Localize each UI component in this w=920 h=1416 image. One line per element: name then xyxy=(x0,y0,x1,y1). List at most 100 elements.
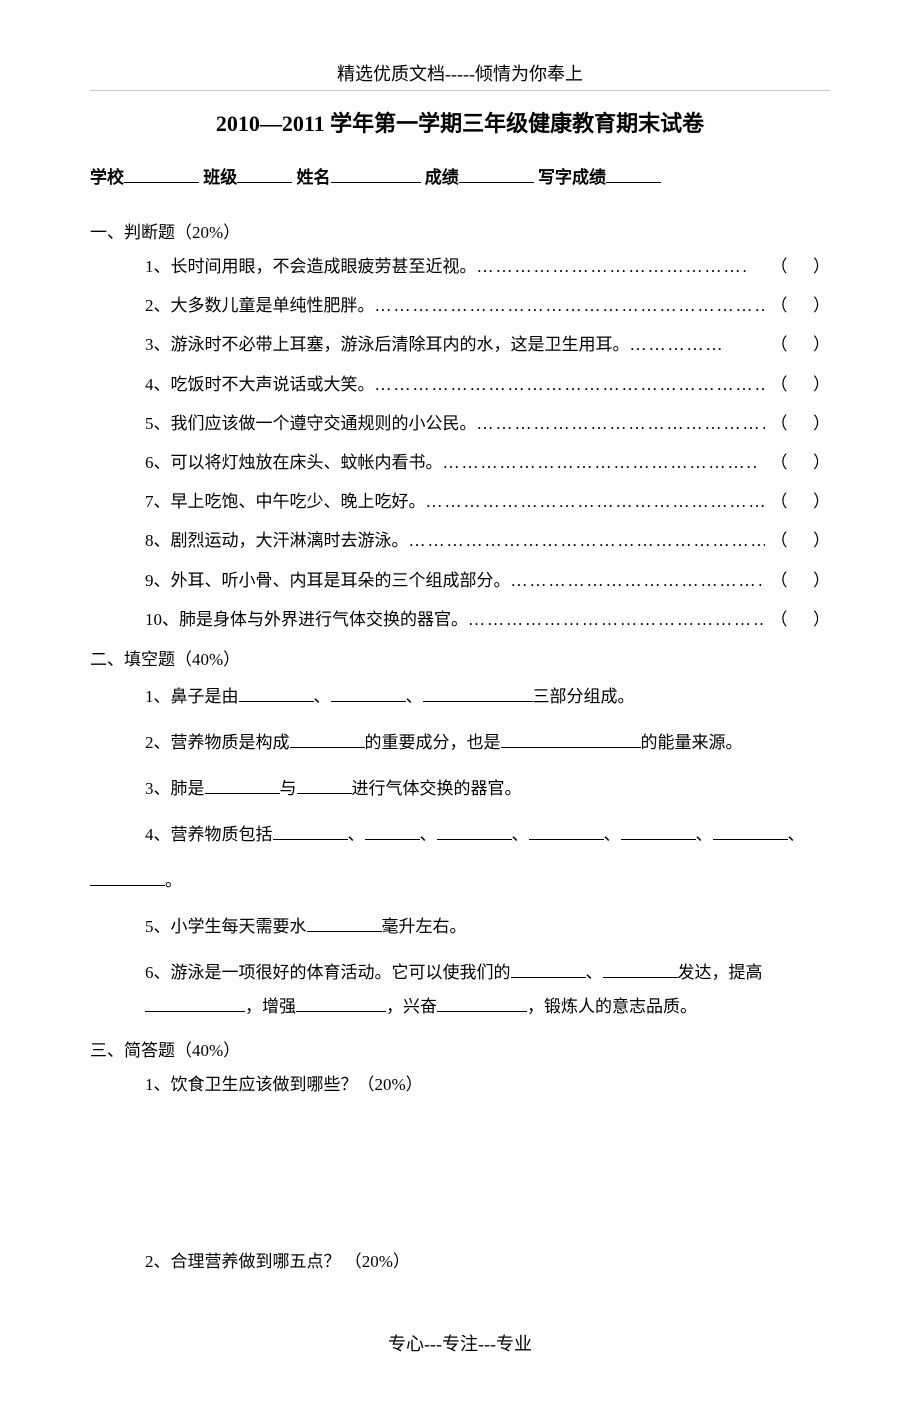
fill-q3: 3、肺是与进行气体交换的器官。 xyxy=(145,772,830,806)
judge-q4: 4、吃饭时不大声说话或大笑。 ………………………………………………………….. … xyxy=(145,371,830,398)
fill-q6-mid3: ，增强 xyxy=(245,997,296,1016)
fill-q4-suffix: 。 xyxy=(165,871,182,890)
fill-q5-prefix: 5、小学生每天需要水 xyxy=(145,917,307,936)
fill-q4-continuation: 。 xyxy=(90,864,830,898)
short-q1: 1、饮食卫生应该做到哪些？（20%） xyxy=(145,1071,830,1098)
sep: 、 xyxy=(512,825,529,844)
blank xyxy=(423,685,533,702)
blank xyxy=(603,961,678,978)
paren: （ ） xyxy=(765,488,831,515)
judge-q4-text: 4、吃饭时不大声说话或大笑。 xyxy=(145,371,375,398)
fill-q1: 1、鼻子是由 、 、 三部分组成。 xyxy=(145,680,830,714)
label-name: 姓名 xyxy=(297,168,331,187)
fill-q6-mid4: ，兴奋 xyxy=(386,997,437,1016)
blank xyxy=(90,869,165,886)
judge-q9-text: 9、外耳、听小骨、内耳是耳朵的三个组成部分。 xyxy=(145,567,511,594)
blank xyxy=(501,731,641,748)
blank xyxy=(437,995,527,1012)
section-short-heading: 三、简答题（40%） xyxy=(90,1036,830,1061)
sep: 、 xyxy=(314,687,331,706)
judge-q8: 8、剧烈运动，大汗淋漓时去游泳。 …………………………………………………. （ … xyxy=(145,527,830,554)
blank-name xyxy=(331,166,421,183)
fill-q2: 2、营养物质是构成 的重要成分，也是 的能量来源。 xyxy=(145,726,830,760)
sep: 、 xyxy=(406,687,423,706)
paren: （ ） xyxy=(765,371,831,398)
info-line: 学校 班级 姓名 成绩 写字成绩 xyxy=(90,163,830,188)
fill-q1-prefix: 1、鼻子是由 xyxy=(145,687,239,706)
header-underline xyxy=(90,90,830,91)
sep: 、 xyxy=(348,825,365,844)
dots: ………………………………………………………….. xyxy=(375,371,765,398)
dots: …………………………………………... xyxy=(477,410,765,437)
short-q2: 2、合理营养做到哪五点？ （20%） xyxy=(145,1248,830,1275)
fill-q2-suffix: 的能量来源。 xyxy=(641,733,743,752)
blank-writing-score xyxy=(606,166,661,183)
fill-q3-mid: 与 xyxy=(280,779,297,798)
judge-q9: 9、外耳、听小骨、内耳是耳朵的三个组成部分。 ………………………………………..… xyxy=(145,567,830,594)
judge-q10-text: 10、肺是身体与外界进行气体交换的器官。 xyxy=(145,606,468,633)
fill-q2-prefix: 2、营养物质是构成 xyxy=(145,733,290,752)
judge-q3-text: 3、游泳时不必带上耳塞，游泳后清除耳内的水，这是卫生用耳。 xyxy=(145,331,630,358)
blank xyxy=(621,823,696,840)
judge-q3: 3、游泳时不必带上耳塞，游泳后清除耳内的水，这是卫生用耳。 …………… （ ） xyxy=(145,331,830,358)
judge-q1: 1、长时间用眼，不会造成眼疲劳甚至近视。 ……………………………………. （ ） xyxy=(145,253,830,280)
judge-q2: 2、大多数儿童是单纯性肥胖。 ………………………………………………………. （ … xyxy=(145,292,830,319)
fill-q5: 5、小学生每天需要水 毫升左右。 xyxy=(145,910,830,944)
judge-q5: 5、我们应该做一个遵守交通规则的小公民。 …………………………………………...… xyxy=(145,410,830,437)
dots: …………………………………………………. xyxy=(409,527,765,554)
fill-q5-suffix: 毫升左右。 xyxy=(382,917,467,936)
header-top-text: 精选优质文档-----倾情为你奉上 xyxy=(90,60,830,86)
blank xyxy=(437,823,512,840)
judge-q10: 10、肺是身体与外界进行气体交换的器官。 ………………………………………… （ … xyxy=(145,606,830,633)
dots: ……………………………………….. xyxy=(511,567,765,594)
section-judge-heading: 一、判断题（20%） xyxy=(90,218,830,243)
judge-q7: 7、早上吃饱、中午吃少、晚上吃好。 ……………………………………………….. （… xyxy=(145,488,830,515)
sep: 、 xyxy=(420,825,437,844)
sep: 、 xyxy=(696,825,713,844)
blank-school xyxy=(124,166,199,183)
label-score: 成绩 xyxy=(425,168,459,187)
paren: （ ） xyxy=(765,567,831,594)
fill-q2-mid: 的重要成分，也是 xyxy=(365,733,501,752)
blank xyxy=(273,823,348,840)
footer-text: 专心---专注---专业 xyxy=(90,1330,830,1356)
judge-q8-text: 8、剧烈运动，大汗淋漓时去游泳。 xyxy=(145,527,409,554)
judge-q6: 6、可以将灯烛放在床头、蚊帐内看书。 ………………………………………….. （ … xyxy=(145,449,830,476)
label-writing-score: 写字成绩 xyxy=(538,168,606,187)
fill-q4: 4、营养物质包括 、 、 、 、 、 、 xyxy=(145,818,830,852)
blank xyxy=(205,777,280,794)
blank xyxy=(365,823,420,840)
fill-q4-prefix: 4、营养物质包括 xyxy=(145,825,273,844)
blank xyxy=(290,731,365,748)
judge-q7-text: 7、早上吃饱、中午吃少、晚上吃好。 xyxy=(145,488,426,515)
paren: （ ） xyxy=(765,606,831,633)
blank xyxy=(297,777,352,794)
judge-q2-text: 2、大多数儿童是单纯性肥胖。 xyxy=(145,292,375,319)
dots: ………………………………………….. xyxy=(443,449,765,476)
paren: （ ） xyxy=(765,331,831,358)
paren: （ ） xyxy=(765,253,831,280)
blank xyxy=(145,995,245,1012)
fill-q6: 6、游泳是一项很好的体育活动。它可以使我们的、发达，提高 ，增强，兴奋，锻炼人的… xyxy=(145,956,830,1024)
page-title: 2010—2011 学年第一学期三年级健康教育期末试卷 xyxy=(90,106,830,138)
sep: 、 xyxy=(586,963,603,982)
fill-q3-prefix: 3、肺是 xyxy=(145,779,205,798)
dots: ………………………………………………………. xyxy=(375,292,765,319)
blank xyxy=(239,685,314,702)
paren: （ ） xyxy=(765,527,831,554)
sep: 、 xyxy=(788,825,805,844)
blank xyxy=(511,961,586,978)
sep: 、 xyxy=(604,825,621,844)
judge-q5-text: 5、我们应该做一个遵守交通规则的小公民。 xyxy=(145,410,477,437)
judge-q1-text: 1、长时间用眼，不会造成眼疲劳甚至近视。 xyxy=(145,253,477,280)
blank xyxy=(331,685,406,702)
dots: ……………………………………. xyxy=(477,253,765,280)
blank-class xyxy=(237,166,292,183)
label-class: 班级 xyxy=(203,168,237,187)
fill-q1-suffix: 三部分组成。 xyxy=(533,687,635,706)
dots: ……………………………………………….. xyxy=(426,488,765,515)
fill-q6-mid2: 发达，提高 xyxy=(678,963,763,982)
dots: …………… xyxy=(630,331,765,358)
fill-q6-prefix: 6、游泳是一项很好的体育活动。它可以使我们的 xyxy=(145,963,511,982)
paren: （ ） xyxy=(765,292,831,319)
